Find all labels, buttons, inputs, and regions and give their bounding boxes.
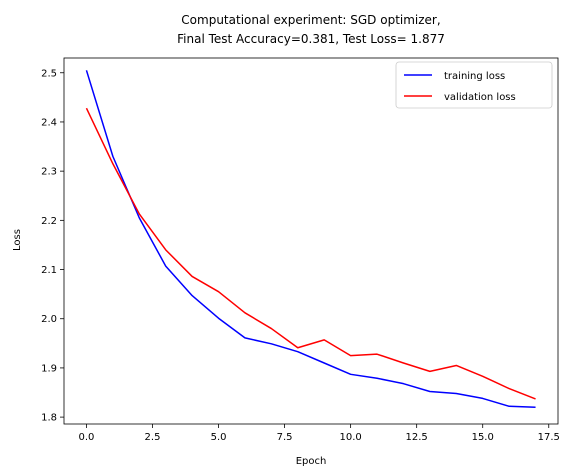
plot-area: 0.0 2.5 5.0 7.5 10.0 12.5 15.0 17.5 1.8 1.9 2.0 2.1… <box>41 57 560 443</box>
plot-frame <box>63 57 559 425</box>
series-line-training-loss <box>85 70 536 409</box>
y-tick-label: 2.3 <box>41 167 57 178</box>
x-axis-label: Epoch <box>296 456 327 467</box>
series-line-validation-loss <box>85 107 536 400</box>
chart-title-line-1: Computational experiment: SGD optimizer, <box>181 13 440 27</box>
x-tick-label: 10.0 <box>339 432 361 443</box>
y-tick-label: 1.9 <box>41 363 57 374</box>
y-tick-label: 2.2 <box>41 216 57 227</box>
legend: training loss validation loss <box>395 61 553 109</box>
x-tick-label: 17.5 <box>538 432 560 443</box>
legend-label: training loss <box>444 71 505 82</box>
y-tick-label: 2.5 <box>41 68 57 79</box>
x-tick-label: 2.5 <box>145 432 161 443</box>
y-tick-label: 1.8 <box>41 413 57 424</box>
chart-title-line-2: Final Test Accuracy=0.381, Test Loss= 1.… <box>177 32 445 46</box>
x-tick-label: 15.0 <box>472 432 494 443</box>
y-tick-label: 2.0 <box>41 314 57 325</box>
y-tick-label: 2.1 <box>41 265 57 276</box>
y-axis-label: Loss <box>12 229 23 251</box>
x-tick-label: 12.5 <box>406 432 428 443</box>
legend-label: validation loss <box>444 92 516 103</box>
y-tick-label: 2.4 <box>41 117 57 128</box>
x-tick-label: 5.0 <box>211 432 227 443</box>
x-tick-label: 0.0 <box>79 432 95 443</box>
legend-box <box>395 61 553 109</box>
x-tick-label: 7.5 <box>277 432 293 443</box>
